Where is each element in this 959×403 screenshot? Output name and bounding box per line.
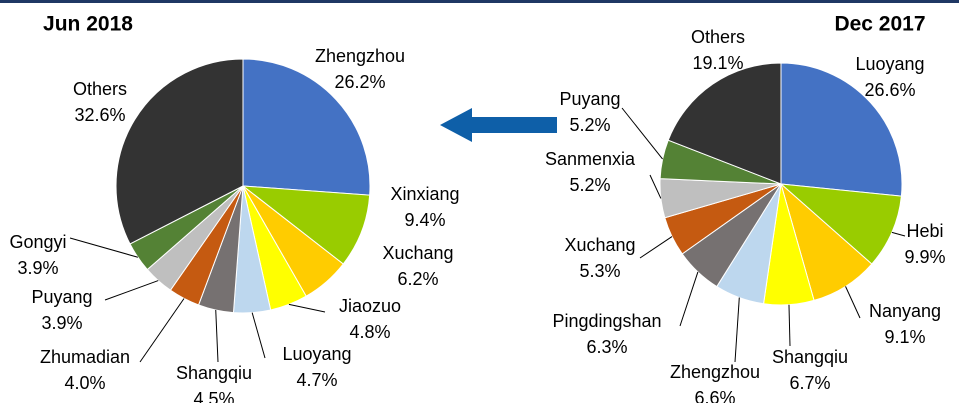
slice-value: 32.6% (74, 105, 125, 125)
slice-label: Xinxiang (390, 184, 459, 204)
leader-line (649, 174, 662, 199)
leader-line (251, 312, 266, 359)
chart-title: Dec 2017 (834, 13, 925, 36)
slice-label: Shangqiu (176, 363, 252, 383)
leader-line (845, 286, 861, 319)
slice-value: 9.4% (404, 210, 445, 230)
slice-label: Puyang (31, 287, 92, 307)
slice-value: 6.3% (586, 337, 627, 357)
slice-value: 5.2% (569, 115, 610, 135)
slice-label: Sanmenxia (545, 149, 636, 169)
slice-label: Shangqiu (772, 347, 848, 367)
slice-label: Luoyang (282, 344, 351, 364)
slice-value: 6.6% (694, 388, 735, 403)
slice-value: 26.6% (864, 80, 915, 100)
slice-label: Nanyang (869, 301, 941, 321)
slice-label: Puyang (559, 89, 620, 109)
slice-label: Jiaozuo (339, 296, 401, 316)
slice-value: 3.9% (41, 313, 82, 333)
slice-label: Zhengzhou (315, 46, 405, 66)
slice-value: 4.5% (193, 389, 234, 403)
leader-line (621, 107, 663, 160)
slice-value: 5.3% (579, 261, 620, 281)
slice-value: 3.9% (17, 258, 58, 278)
leader-line (788, 304, 791, 347)
slice-label: Hebi (906, 221, 943, 241)
pie-slice (242, 58, 371, 196)
slice-value: 9.9% (904, 247, 945, 267)
slice-value: 6.2% (397, 269, 438, 289)
leader-line (639, 236, 673, 259)
slice-value: 19.1% (692, 53, 743, 73)
leader-line (104, 280, 159, 301)
slice-value: 4.8% (349, 322, 390, 342)
slice-value: 6.7% (789, 373, 830, 393)
arrow (440, 108, 557, 142)
slice-value: 4.7% (296, 370, 337, 390)
chart-title: Jun 2018 (43, 13, 133, 36)
leader-line (215, 310, 219, 363)
pie-slice (667, 62, 782, 185)
leader-line (891, 231, 906, 237)
slice-label: Luoyang (855, 54, 924, 74)
slice-value: 9.1% (884, 327, 925, 347)
leader-line (139, 298, 185, 363)
slice-label: Zhengzhou (670, 362, 760, 382)
slice-value: 26.2% (334, 72, 385, 92)
slice-label: Gongyi (9, 232, 66, 252)
slice-value: 5.2% (569, 175, 610, 195)
leader-line (288, 303, 326, 313)
slice-label: Zhumadian (40, 347, 130, 367)
slice-label: Xuchang (564, 235, 635, 255)
pie-slice (779, 183, 902, 265)
pie-slice (115, 58, 244, 245)
slice-label: Xuchang (382, 243, 453, 263)
top-border (0, 0, 959, 3)
pie-slice (780, 62, 903, 197)
leader-line (69, 237, 139, 258)
slice-label: Others (73, 79, 127, 99)
slice-label: Others (691, 27, 745, 47)
leader-line (679, 271, 699, 327)
slice-value: 4.0% (64, 373, 105, 393)
leader-line (734, 297, 740, 363)
slice-label: Pingdingshan (552, 311, 661, 331)
